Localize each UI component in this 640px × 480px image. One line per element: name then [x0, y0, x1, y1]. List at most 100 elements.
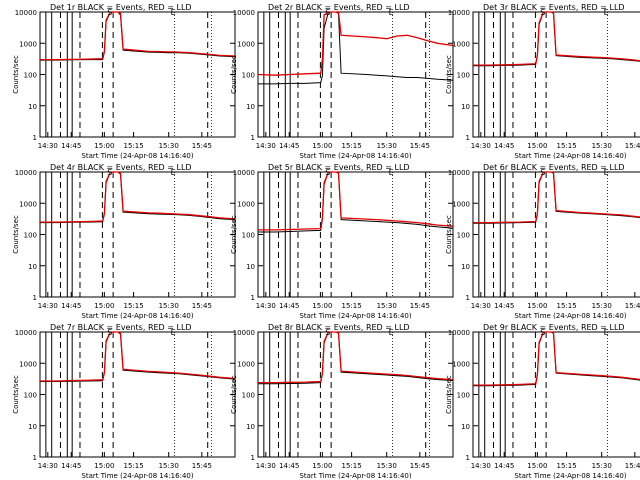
x-tick-label: 15:00 — [94, 302, 114, 310]
panel-title: Det 1r BLACK = Events, RED = LLD — [50, 3, 192, 12]
y-tick-label: 100 — [242, 72, 255, 80]
x-tick-label: 15:15 — [124, 142, 144, 150]
series-line-events — [473, 331, 640, 387]
annotation-label: S — [540, 168, 545, 177]
y-tick-label: 10 — [246, 103, 255, 111]
x-tick-label: 14:30 — [471, 302, 491, 310]
panel-title: Det 2r BLACK = Events, RED = LLD — [268, 3, 410, 12]
y-axis-label: Counts/sec — [230, 55, 238, 94]
annotation-label: S — [325, 328, 330, 337]
y-tick-label: 10000 — [448, 169, 470, 177]
x-tick-label: 14:45 — [494, 302, 514, 310]
x-axis-label: Start Time (24-Apr-08 14:16:40) — [81, 312, 193, 320]
detector-panel: 1 10 100 1000 10000 14:30 14:45 15:00 15:15 15:30… — [12, 163, 236, 320]
annotation-label: S — [540, 328, 545, 337]
x-tick-label: 15:15 — [557, 302, 577, 310]
series-line-lld — [473, 11, 640, 66]
annotation-label: E — [604, 8, 609, 17]
x-axis-label: Start Time (24-Apr-08 14:16:40) — [299, 312, 411, 320]
x-tick-label: 15:45 — [625, 142, 640, 150]
y-tick-label: 10 — [461, 103, 470, 111]
series-line-lld — [40, 11, 236, 61]
y-tick-label: 10000 — [233, 329, 255, 337]
y-tick-label: 10000 — [233, 9, 255, 17]
annotation-label: E — [171, 328, 176, 337]
panel-title: Det 3r BLACK = Events, RED = LLD — [483, 3, 625, 12]
x-tick-label: 14:45 — [494, 462, 514, 470]
y-tick-label: 10000 — [448, 9, 470, 17]
x-tick-label: 15:00 — [94, 142, 114, 150]
x-tick-label: 15:45 — [625, 302, 640, 310]
y-tick-label: 100 — [457, 232, 470, 240]
x-tick-label: 15:45 — [192, 462, 212, 470]
detector-panel: 1 10 100 1000 10000 14:30 14:45 15:00 15:15 15:30… — [230, 163, 454, 320]
plot-frame — [472, 11, 640, 138]
series-line-lld — [258, 331, 454, 384]
y-tick-label: 10000 — [15, 169, 37, 177]
x-axis-label: Start Time (24-Apr-08 14:16:40) — [299, 472, 411, 480]
y-tick-label: 1 — [33, 454, 37, 462]
y-axis-label: Counts/sec — [12, 215, 20, 254]
x-tick-label: 14:30 — [256, 142, 276, 150]
y-tick-label: 10 — [28, 423, 37, 431]
y-tick-label: 1 — [251, 134, 255, 142]
y-tick-label: 100 — [242, 232, 255, 240]
y-tick-label: 1 — [251, 294, 255, 302]
x-axis-label: Start Time (24-Apr-08 14:16:40) — [514, 312, 626, 320]
plot-frame — [257, 171, 454, 298]
panel-title: Det 5r BLACK = Events, RED = LLD — [268, 163, 410, 172]
x-tick-label: 14:45 — [494, 142, 514, 150]
series-line-lld — [40, 171, 236, 223]
y-tick-label: 1000 — [19, 40, 37, 48]
x-axis-label: Start Time (24-Apr-08 14:16:40) — [299, 152, 411, 160]
x-tick-label: 15:30 — [377, 462, 397, 470]
y-tick-label: 10 — [246, 263, 255, 271]
x-tick-label: 14:45 — [61, 302, 81, 310]
y-tick-label: 10 — [461, 423, 470, 431]
y-tick-label: 100 — [24, 392, 37, 400]
y-tick-label: 1 — [33, 134, 37, 142]
y-axis-label: Counts/sec — [445, 55, 453, 94]
x-tick-label: 14:30 — [471, 142, 491, 150]
annotation-label: E — [171, 8, 176, 17]
x-tick-label: 15:15 — [124, 302, 144, 310]
x-axis-label: Start Time (24-Apr-08 14:16:40) — [514, 152, 626, 160]
detector-panel: 1 10 100 1000 10000 14:30 14:45 15:00 15:15 15:30… — [230, 3, 454, 160]
x-tick-label: 15:30 — [159, 462, 179, 470]
annotation-label: S — [325, 8, 330, 17]
x-tick-label: 14:45 — [61, 142, 81, 150]
annotation-label: E — [389, 328, 394, 337]
panel-title: Det 6r BLACK = Events, RED = LLD — [483, 163, 625, 172]
x-tick-label: 14:45 — [61, 462, 81, 470]
x-tick-label: 15:45 — [410, 462, 430, 470]
series-line-lld — [40, 331, 236, 382]
x-tick-label: 15:15 — [557, 142, 577, 150]
x-tick-label: 15:45 — [192, 142, 212, 150]
x-axis-label: Start Time (24-Apr-08 14:16:40) — [81, 152, 193, 160]
y-tick-label: 10 — [28, 103, 37, 111]
y-tick-label: 10000 — [233, 169, 255, 177]
y-tick-label: 1 — [466, 454, 470, 462]
annotation-label: E — [604, 328, 609, 337]
x-tick-label: 15:30 — [592, 462, 612, 470]
annotation-label: E — [171, 168, 176, 177]
x-tick-label: 15:45 — [410, 142, 430, 150]
y-tick-label: 1000 — [19, 360, 37, 368]
x-tick-label: 15:30 — [377, 302, 397, 310]
y-tick-label: 1 — [33, 294, 37, 302]
x-tick-label: 15:30 — [159, 142, 179, 150]
x-tick-label: 14:45 — [279, 142, 299, 150]
detector-panel: 1 10 100 1000 10000 14:30 14:45 15:00 15:15 15:30… — [445, 163, 640, 320]
x-tick-label: 15:00 — [312, 462, 332, 470]
x-tick-label: 15:45 — [625, 462, 640, 470]
x-tick-label: 15:30 — [159, 302, 179, 310]
plot-frame — [39, 11, 236, 138]
x-tick-label: 14:30 — [38, 462, 58, 470]
annotation-label: E — [389, 168, 394, 177]
series-line-lld — [257, 11, 454, 76]
annotation-label: E — [604, 168, 609, 177]
y-axis-label: Counts/sec — [12, 55, 20, 94]
annotation-label: S — [107, 328, 112, 337]
